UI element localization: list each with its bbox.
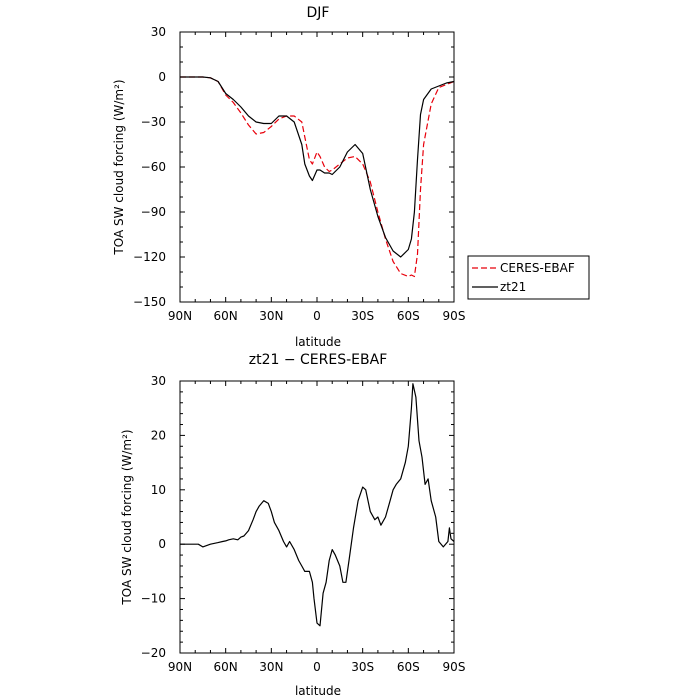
legend-label-zt21: zt21: [500, 280, 526, 294]
panel-top-xtick-label: 90S: [443, 309, 466, 323]
panel-top: DJF 90N 60N 30N 0 30S 60S 90S 30 0 −30 −60 −90 −120 −…: [112, 5, 590, 349]
panel-bottom-xtick-label: 90N: [168, 660, 192, 674]
legend-box: [467, 255, 590, 300]
panel-bottom-frame: [179, 380, 455, 654]
panel-bottom-xtick-label: 30N: [259, 660, 283, 674]
panel-top-title: DJF: [307, 5, 330, 21]
panel-top-xtick-label: 30N: [259, 309, 283, 323]
panel-top-xtick-label: 60S: [397, 309, 420, 323]
panel-top-frame: [179, 31, 455, 303]
panel-bottom-xlabel: latitude: [295, 684, 341, 698]
panel-bottom-ytick-label: 0: [158, 537, 166, 551]
panel-bottom-ytick-label: 30: [151, 374, 166, 388]
panel-bottom: zt21 − CERES-EBAF 90N 60N 30N 0 30S 60S 90S 30 2…: [120, 352, 465, 698]
panel-bottom-ytick-label: 20: [151, 428, 166, 442]
panel-top-ytick-label: −30: [141, 115, 166, 129]
panel-bottom-ytick-label: 10: [151, 483, 166, 497]
panel-top-xtick-label: 90N: [168, 309, 192, 323]
panel-bottom-ytick-label: −10: [141, 592, 166, 606]
panel-top-ytick-label: −60: [141, 160, 166, 174]
panel-bottom-xtick-label: 60S: [397, 660, 420, 674]
panel-top-series: [180, 76, 455, 278]
legend-label-ceres: CERES-EBAF: [500, 261, 575, 275]
panel-top-ytick-label: 30: [151, 25, 166, 39]
panel-top-ytick-label: 0: [158, 70, 166, 84]
panel-top-xtick-label: 60N: [214, 309, 238, 323]
panel-bottom-ytick-label: −20: [141, 646, 166, 660]
panel-bottom-title: zt21 − CERES-EBAF: [249, 352, 388, 368]
panel-bottom-xtick-label: 0: [313, 660, 321, 674]
panel-top-series-line-zt21: [180, 76, 455, 258]
panel-top-series-line-ceres-ebaf: [180, 76, 455, 278]
legend: CERES-EBAF zt21: [467, 255, 590, 300]
panel-bottom-xtick-label: 60N: [214, 660, 238, 674]
panel-bottom-xtick-label: 90S: [443, 660, 466, 674]
panel-top-xtick-label: 0: [313, 309, 321, 323]
panel-top-ytick-label: −150: [133, 295, 166, 309]
panel-top-ytick-label: −90: [141, 205, 166, 219]
panel-top-xlabel: latitude: [295, 335, 341, 349]
panel-bottom-ylabel: TOA SW cloud forcing (W/m²): [120, 429, 134, 605]
panel-bottom-xtick-label: 30S: [351, 660, 374, 674]
panel-top-ytick-label: −120: [133, 250, 166, 264]
panel-top-xtick-label: 30S: [351, 309, 374, 323]
panel-top-ylabel: TOA SW cloud forcing (W/m²): [112, 79, 126, 255]
panel-bottom-series-line-difference: [180, 383, 455, 627]
panel-bottom-series: [180, 383, 455, 627]
